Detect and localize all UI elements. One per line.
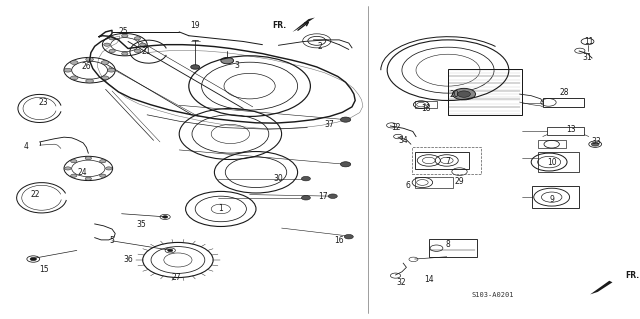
Text: 28: 28 <box>560 88 569 97</box>
Circle shape <box>108 68 115 72</box>
Circle shape <box>106 167 112 170</box>
Bar <box>415 152 469 169</box>
Text: 27: 27 <box>171 273 181 282</box>
Bar <box>532 186 579 208</box>
Circle shape <box>122 34 128 37</box>
Circle shape <box>340 162 351 167</box>
Circle shape <box>70 76 78 80</box>
Text: 24: 24 <box>77 168 87 177</box>
Text: 30: 30 <box>273 174 284 183</box>
Polygon shape <box>590 281 612 294</box>
Circle shape <box>100 174 106 177</box>
Bar <box>429 239 477 257</box>
Circle shape <box>100 160 106 163</box>
Circle shape <box>122 52 128 55</box>
Bar <box>415 101 437 108</box>
Circle shape <box>328 194 337 198</box>
Circle shape <box>101 76 109 80</box>
Text: FR.: FR. <box>272 21 286 30</box>
Text: 32: 32 <box>396 278 406 287</box>
Text: 18: 18 <box>421 104 430 113</box>
Text: 7: 7 <box>445 157 451 166</box>
Text: 15: 15 <box>38 265 49 274</box>
Text: 10: 10 <box>547 158 557 167</box>
Circle shape <box>344 234 353 239</box>
Text: 9: 9 <box>549 195 554 204</box>
Text: 37: 37 <box>324 120 335 129</box>
Text: FR.: FR. <box>625 271 639 280</box>
Text: 36: 36 <box>123 256 133 264</box>
Text: 3: 3 <box>234 61 239 70</box>
Bar <box>415 177 453 188</box>
Circle shape <box>301 176 310 181</box>
Text: 4: 4 <box>23 142 28 151</box>
Circle shape <box>301 196 310 200</box>
Text: 16: 16 <box>334 236 344 245</box>
Circle shape <box>30 257 36 261</box>
Text: 34: 34 <box>398 136 408 145</box>
Text: 21: 21 <box>141 47 150 56</box>
Text: 5: 5 <box>109 236 115 245</box>
Text: 26: 26 <box>81 63 92 71</box>
Text: 31: 31 <box>582 53 592 62</box>
Text: 20: 20 <box>449 90 460 99</box>
Circle shape <box>85 177 92 180</box>
Circle shape <box>458 91 470 97</box>
Text: S103-A0201: S103-A0201 <box>472 292 514 298</box>
Circle shape <box>134 49 141 53</box>
Bar <box>538 140 566 148</box>
Text: 11: 11 <box>584 37 593 46</box>
Text: 25: 25 <box>118 27 129 36</box>
Text: 1: 1 <box>218 204 223 213</box>
Text: 35: 35 <box>136 220 146 229</box>
Circle shape <box>191 65 200 69</box>
Circle shape <box>70 160 77 163</box>
Circle shape <box>65 167 71 170</box>
Circle shape <box>221 57 234 64</box>
Circle shape <box>340 117 351 122</box>
Circle shape <box>64 68 72 72</box>
Circle shape <box>86 79 93 83</box>
Bar <box>543 98 584 107</box>
Text: 12: 12 <box>391 123 400 132</box>
Text: 8: 8 <box>445 240 451 249</box>
Bar <box>547 127 584 135</box>
Bar <box>538 152 579 172</box>
Circle shape <box>109 37 115 40</box>
Text: 14: 14 <box>424 275 434 284</box>
Circle shape <box>70 174 77 177</box>
Text: 2: 2 <box>317 42 323 51</box>
Circle shape <box>101 61 109 64</box>
Polygon shape <box>292 18 315 32</box>
Circle shape <box>85 157 92 160</box>
Text: 6: 6 <box>406 181 411 189</box>
Circle shape <box>109 49 115 53</box>
Bar <box>412 147 481 174</box>
Circle shape <box>591 142 599 146</box>
Text: 23: 23 <box>38 98 49 107</box>
Text: 13: 13 <box>566 125 576 134</box>
Text: 29: 29 <box>454 177 465 186</box>
Text: 22: 22 <box>31 190 40 199</box>
Text: 33: 33 <box>591 137 602 146</box>
Bar <box>448 69 522 115</box>
Circle shape <box>70 61 78 64</box>
Text: 17: 17 <box>318 192 328 201</box>
Circle shape <box>140 43 146 46</box>
Circle shape <box>452 88 476 100</box>
Circle shape <box>104 43 110 46</box>
Circle shape <box>134 37 141 40</box>
Circle shape <box>86 57 93 61</box>
Text: 19: 19 <box>190 21 200 30</box>
Circle shape <box>163 216 168 218</box>
Circle shape <box>168 249 173 252</box>
